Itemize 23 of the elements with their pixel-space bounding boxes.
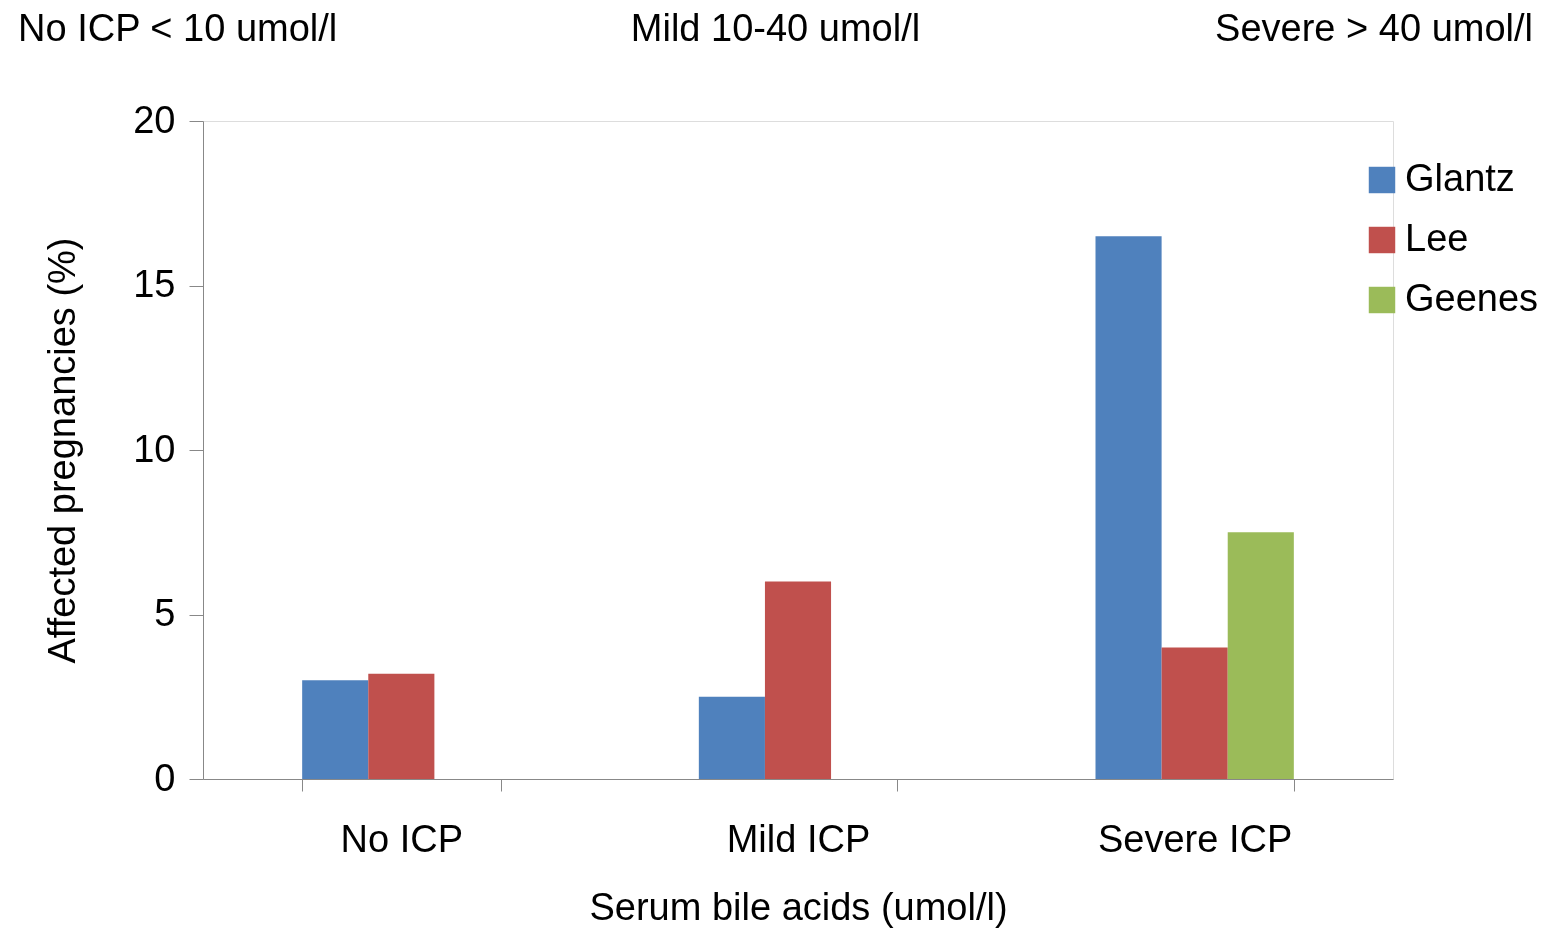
y-tick-label: 10 [133,427,176,470]
y-tick-label: 20 [133,98,176,141]
legend-label: Geenes [1405,277,1539,319]
x-tick-label: Severe ICP [1098,817,1293,860]
text: Mild 10-40 umol/l [630,7,921,49]
bar [1161,647,1228,779]
bar [764,581,832,779]
x-tick-label: No ICP [340,817,464,860]
bar [1227,532,1294,779]
y-tick-label: 0 [154,756,176,799]
legend-label: Glantz [1405,157,1515,199]
bar [698,696,765,779]
bar [368,673,435,779]
y-tick-label: 5 [154,592,176,634]
x-axis-title: Serum bile acids (umol/l) [589,885,1008,928]
x-tick-label: Mild ICP [726,817,871,860]
bar [302,680,369,779]
legend-label: Lee [1405,217,1469,259]
y-axis-title: Affected pregnancies (%) [41,237,84,664]
bar [1095,236,1162,779]
text: No ICP < 10 umol/l [18,7,338,49]
text: Severe > 40 umol/l [1215,7,1533,49]
y-tick-label: 15 [133,263,176,305]
